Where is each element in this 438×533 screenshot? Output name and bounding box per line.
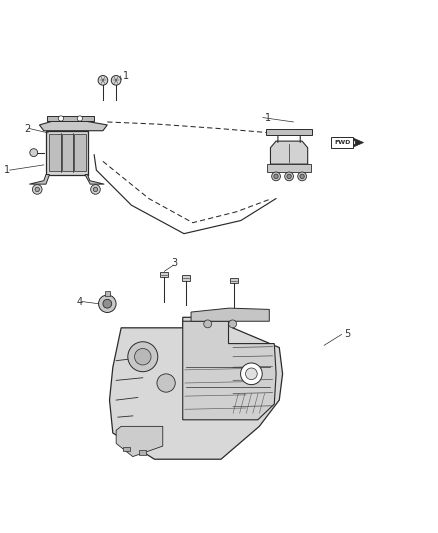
Text: 1: 1 bbox=[4, 165, 11, 175]
Bar bbox=[74, 134, 86, 171]
Bar bbox=[139, 450, 146, 455]
Polygon shape bbox=[271, 141, 307, 164]
Polygon shape bbox=[46, 131, 88, 174]
Bar bbox=[160, 272, 168, 278]
Text: 4: 4 bbox=[77, 296, 83, 306]
Circle shape bbox=[298, 172, 307, 181]
Circle shape bbox=[287, 174, 291, 179]
Polygon shape bbox=[191, 308, 269, 321]
Text: 5: 5 bbox=[344, 329, 350, 340]
Circle shape bbox=[32, 184, 42, 194]
Bar bbox=[123, 447, 130, 451]
Circle shape bbox=[128, 342, 158, 372]
Circle shape bbox=[91, 184, 100, 194]
Text: 1: 1 bbox=[265, 112, 271, 123]
Circle shape bbox=[272, 172, 280, 181]
Text: 3: 3 bbox=[171, 258, 177, 268]
Polygon shape bbox=[353, 138, 364, 147]
Circle shape bbox=[240, 363, 262, 385]
Circle shape bbox=[300, 174, 304, 179]
Circle shape bbox=[204, 320, 212, 328]
Circle shape bbox=[285, 172, 293, 181]
Circle shape bbox=[111, 76, 121, 85]
Circle shape bbox=[246, 368, 257, 379]
Circle shape bbox=[103, 300, 112, 308]
Circle shape bbox=[134, 349, 151, 365]
Circle shape bbox=[35, 187, 39, 191]
Bar bbox=[47, 116, 94, 121]
Bar bbox=[267, 164, 311, 172]
Circle shape bbox=[157, 374, 175, 392]
Circle shape bbox=[229, 320, 237, 328]
Bar bbox=[49, 134, 61, 171]
Circle shape bbox=[30, 149, 38, 157]
Polygon shape bbox=[29, 174, 49, 184]
Polygon shape bbox=[39, 121, 107, 131]
Bar bbox=[266, 128, 312, 135]
Polygon shape bbox=[110, 317, 283, 459]
Circle shape bbox=[93, 187, 98, 191]
Circle shape bbox=[99, 295, 116, 312]
Text: 2: 2 bbox=[24, 124, 30, 134]
Circle shape bbox=[58, 116, 64, 121]
Bar bbox=[105, 292, 110, 296]
Polygon shape bbox=[183, 321, 276, 420]
Text: FWD: FWD bbox=[334, 140, 350, 145]
Bar bbox=[331, 137, 353, 148]
Circle shape bbox=[274, 174, 278, 179]
Bar bbox=[230, 278, 238, 283]
Circle shape bbox=[77, 116, 82, 121]
Text: 1: 1 bbox=[123, 71, 129, 81]
Polygon shape bbox=[85, 174, 104, 184]
Bar bbox=[62, 134, 74, 171]
Polygon shape bbox=[116, 426, 163, 457]
Circle shape bbox=[98, 76, 108, 85]
Bar bbox=[182, 275, 190, 280]
